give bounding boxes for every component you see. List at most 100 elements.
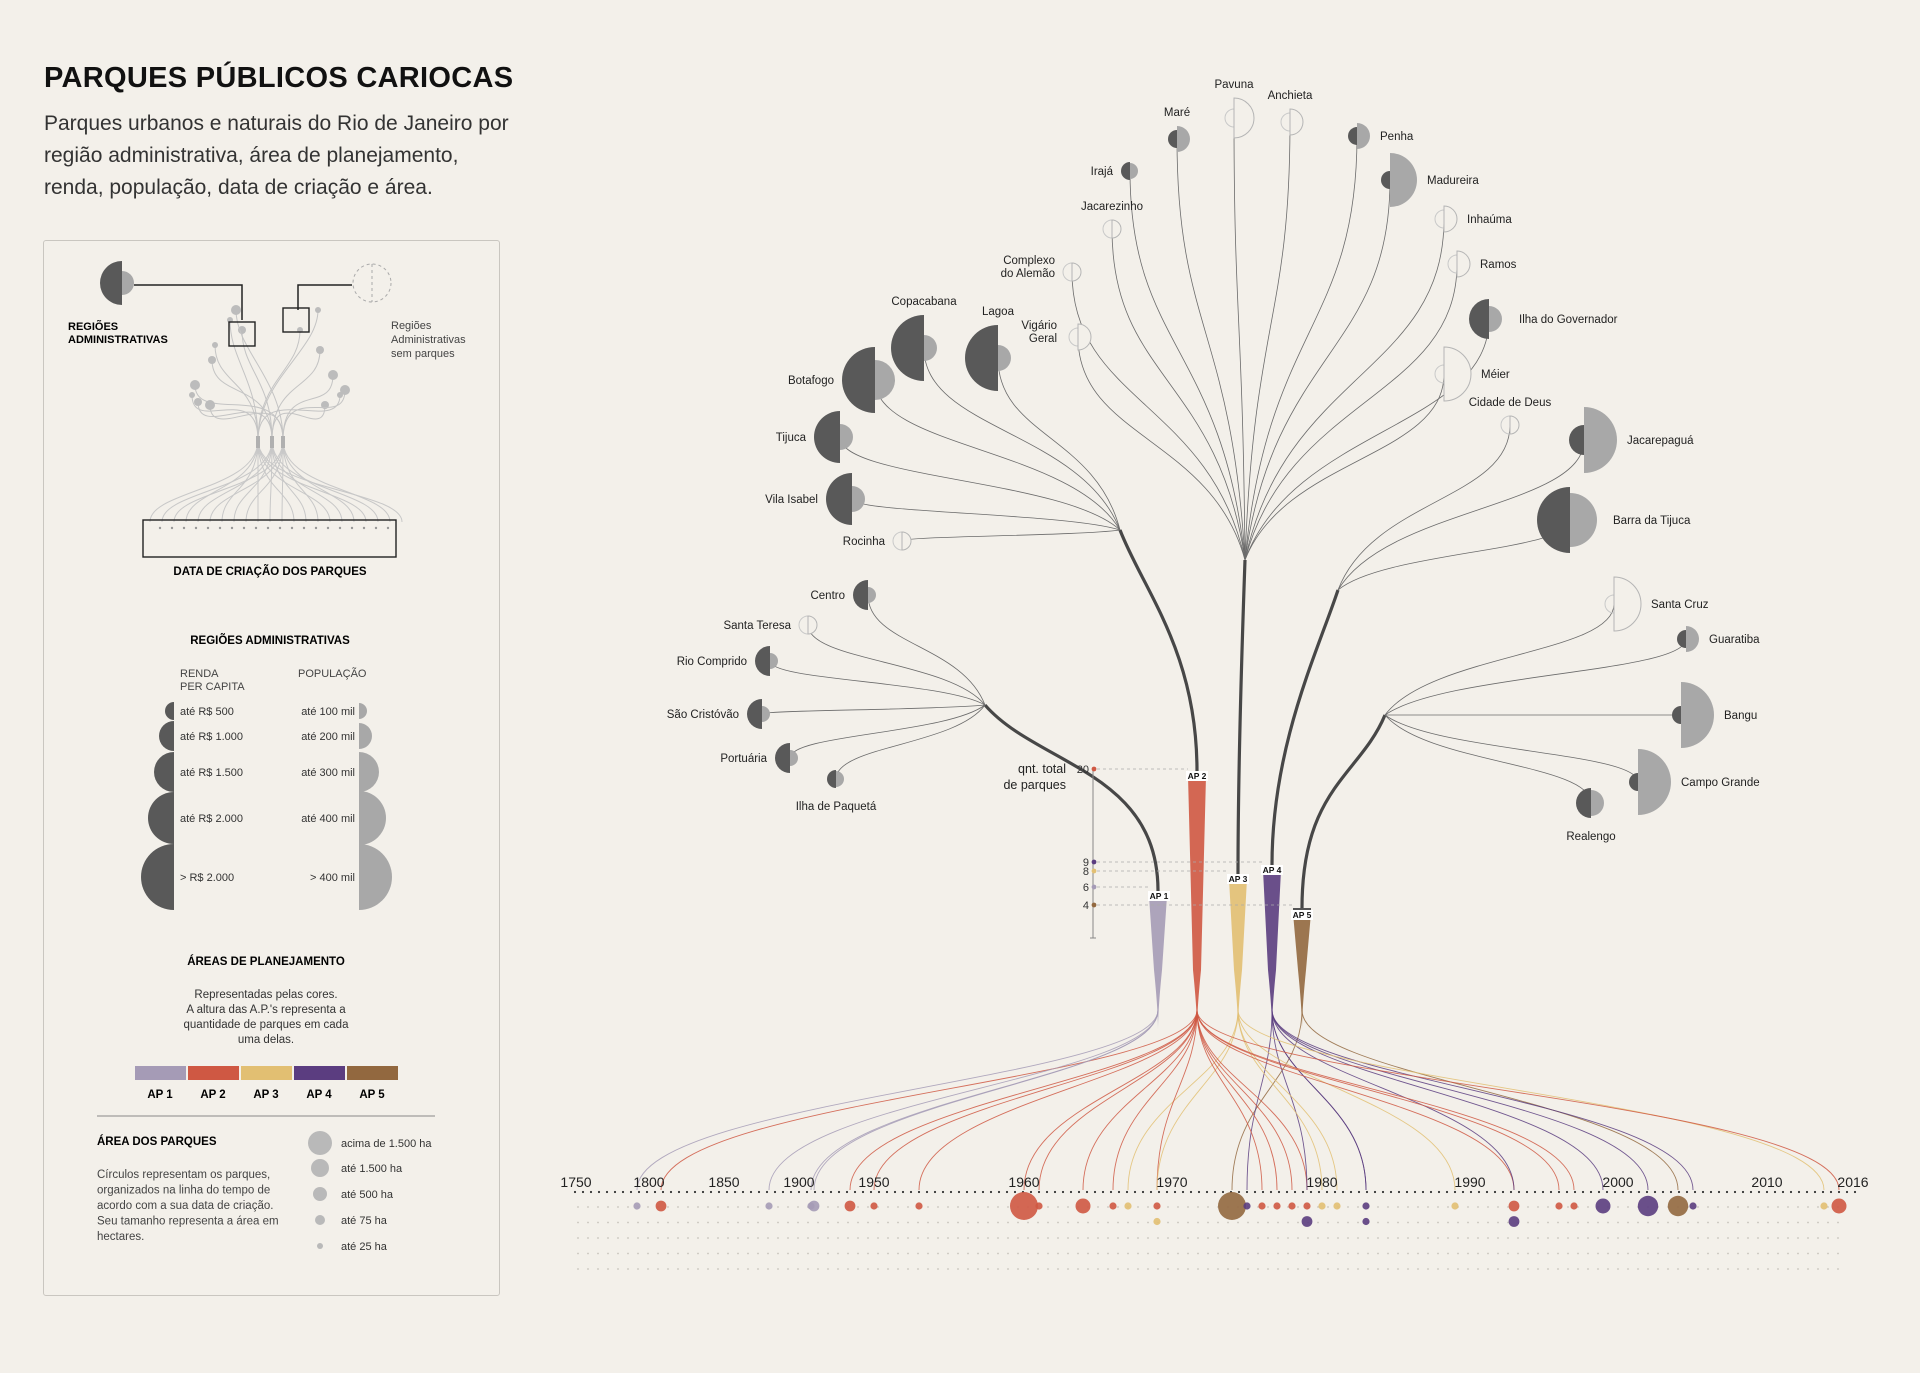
region-nodes: Centro Santa Teresa Rio Comprido São Cristó… [667,79,1760,843]
timeline-grid-dot [717,1268,719,1270]
timeline-tick [1109,1190,1113,1194]
branch-cidade-de-deus [1337,424,1511,591]
legend-population-label: até 200 mil [301,731,355,743]
park-circle-ap-2-1950 [870,1202,878,1210]
timeline-grid-dot [1677,1237,1679,1239]
timeline-tick [1261,1190,1265,1194]
ap-label-bg [1148,891,1170,901]
timeline-grid-dot [1427,1221,1429,1224]
timeline-grid-dot [1137,1237,1139,1239]
timeline: 1750 1800 1850 1900 1950 1960 1970 1980 1990 2000… [560,1174,1869,1270]
region-node-portuaria: Portuária [720,743,798,773]
timeline-grid-dot [687,1252,689,1255]
timeline-tick [1485,1190,1489,1194]
timeline-grid-dot [857,1221,859,1224]
region-label: Maré [1164,107,1190,119]
region-label: Santa Cruz [1651,599,1709,611]
timeline-grid-dot [1587,1268,1589,1270]
park-circle-ap-2-1996 [1555,1202,1563,1210]
timeline-grid-dot [1507,1206,1509,1208]
legend-area-label: até 25 ha [341,1241,388,1253]
timeline-grid-dot [897,1268,899,1270]
legend-mini-branch [211,359,273,441]
legend-mini-timeline-dot [278,526,282,530]
timeline-tick [1085,1190,1089,1194]
timeline-tick [1461,1190,1465,1194]
timeline-grid-dot [857,1268,859,1270]
timeline-tick [1221,1190,1225,1194]
timeline-grid-dot [897,1206,899,1208]
region-node-rio-comprido: Rio Comprido [677,646,778,676]
region-label: Geral [1029,333,1057,345]
timeline-grid-dot [1267,1252,1269,1255]
timeline-tick [1301,1190,1305,1194]
timeline-grid-dot [1037,1221,1039,1224]
legend-income-header-2: PER CAPITA [180,681,245,693]
timeline-grid-dot [1427,1268,1429,1270]
timeline-grid-dot [667,1221,669,1224]
branch-pavuna [1233,117,1246,561]
timeline-tick [797,1190,801,1194]
legend-mini-timeline-dot [290,526,294,530]
timeline-grid-dot [1317,1252,1319,1255]
timeline-tick [1317,1190,1321,1194]
timeline-grid-dot [1757,1237,1759,1239]
region-population-half [1638,749,1671,815]
timeline-grid-dot [1177,1221,1179,1224]
timeline-grid-dot [1787,1237,1789,1239]
timeline-grid-dot [697,1221,699,1224]
timeline-grid-dot [1457,1221,1459,1224]
timeline-grid-dot [1437,1206,1439,1208]
timeline-grid-dot [1037,1268,1039,1270]
timeline-grid-dot [1487,1206,1489,1208]
timeline-grid-dot [917,1252,919,1255]
timeline-grid-dot [597,1206,599,1208]
timeline-tick [1405,1190,1409,1194]
region-label: Realengo [1566,831,1615,843]
region-income-half [1537,487,1570,553]
region-income-half [1381,171,1390,189]
timeline-grid-dot [1607,1268,1609,1270]
timeline-tick [757,1190,761,1194]
timeline-grid-dot [667,1268,669,1270]
timeline-grid-dot [1067,1252,1069,1255]
timeline-tick [805,1190,809,1194]
timeline-grid-dot [1787,1221,1789,1224]
timeline-grid-dot [1757,1206,1759,1208]
timeline-tick [1069,1190,1073,1194]
timeline-grid-dot [1637,1268,1639,1270]
timeline-grid-dot [787,1237,789,1239]
timeline-grid-dot [1827,1237,1829,1239]
count-axis-label-1: qnt. total [1018,762,1066,776]
timeline-grid-dot [977,1206,979,1208]
timeline-grid-dot [647,1237,649,1239]
timeline-tick [1853,1190,1857,1194]
timeline-tick [925,1190,929,1194]
timeline-grid-dot [1577,1252,1579,1255]
timeline-grid-dot [917,1268,919,1270]
timeline-grid-dot [637,1237,639,1239]
legend-population-label: até 100 mil [301,706,355,718]
timeline-tick [1661,1190,1665,1194]
timeline-tick [1117,1190,1121,1194]
region-node-anchieta: Anchieta [1268,90,1313,136]
timeline-grid-dot [987,1252,989,1255]
timeline-grid-dot [1077,1221,1079,1224]
timeline-grid-dot [1207,1237,1209,1239]
timeline-grid-dot [1537,1206,1539,1208]
legend-mini-timeline-dot [182,526,186,530]
region-income-outline [1102,219,1113,239]
timeline-tick [1541,1190,1545,1194]
timeline-grid-dot [1527,1237,1529,1239]
timeline-tick [1589,1190,1593,1194]
timeline-grid-dot [1627,1206,1629,1208]
timeline-grid-dot [727,1268,729,1270]
park-circle-ap-3-1969 [1153,1217,1161,1226]
timeline-grid-dot [1167,1268,1169,1270]
timeline-grid-dot [1197,1252,1199,1255]
timeline-tick [1053,1190,1057,1194]
region-node-guaratiba: Guaratiba [1677,626,1760,652]
timeline-grid-dot [1357,1268,1359,1270]
region-label: Anchieta [1268,90,1313,102]
region-income-half [1672,706,1681,724]
